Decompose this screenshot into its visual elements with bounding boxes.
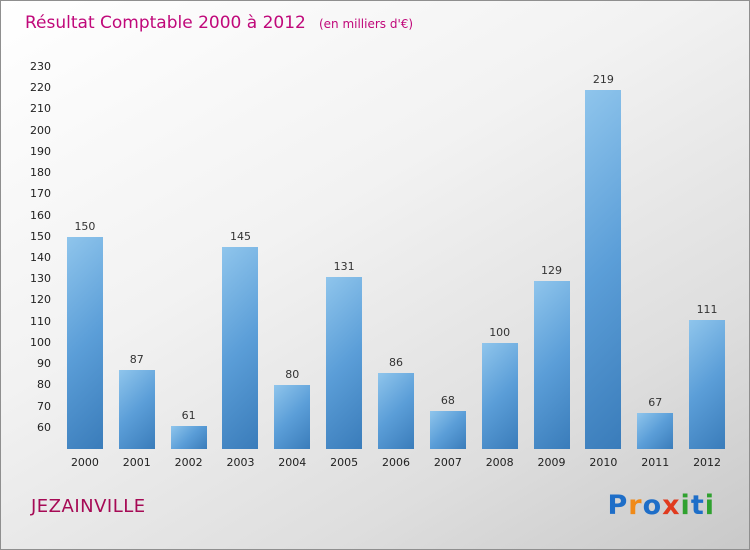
logo-letter: i — [704, 490, 715, 521]
y-axis-tick-label: 200 — [30, 123, 51, 137]
x-axis-tick-label: 2008 — [485, 456, 514, 469]
bar-2007 — [429, 410, 466, 449]
bar-value-label: 67 — [648, 395, 663, 409]
y-axis-tick-label: 230 — [30, 60, 51, 73]
logo-letter: x — [662, 490, 681, 521]
bar-2011 — [637, 412, 674, 449]
x-axis-tick-label: 2011 — [641, 456, 670, 469]
bar-2010 — [585, 90, 622, 449]
bar-value-label: 219 — [592, 73, 614, 87]
y-axis-tick-label: 210 — [30, 102, 51, 116]
y-axis-tick-label: 180 — [30, 166, 51, 180]
bar-value-label: 129 — [541, 264, 563, 278]
y-axis-tick-label: 100 — [30, 335, 51, 349]
bar-2000 — [66, 236, 103, 449]
bar-value-label: 111 — [696, 302, 718, 316]
logo-letter: o — [642, 490, 663, 521]
bar-2001 — [118, 370, 155, 449]
x-axis-tick-label: 2012 — [693, 456, 722, 469]
bar-2006 — [378, 372, 414, 449]
y-axis-tick-label: 190 — [30, 144, 51, 158]
bar-2004 — [274, 385, 311, 449]
commune-name: JEZAINVILLE — [31, 496, 146, 517]
x-axis-tick-label: 2006 — [382, 456, 410, 469]
bar-value-label: 68 — [440, 393, 455, 407]
x-axis-tick-label: 2009 — [537, 456, 566, 469]
y-axis-tick-label: 220 — [30, 81, 51, 95]
x-axis-tick-label: 2001 — [122, 456, 151, 469]
x-axis-tick-label: 2004 — [278, 456, 307, 469]
y-axis-tick-label: 70 — [37, 399, 51, 413]
chart-title: Résultat Comptable 2000 à 2012 — [25, 13, 306, 33]
x-axis-tick-label: 2007 — [433, 456, 462, 469]
y-axis-tick-label: 150 — [30, 229, 51, 243]
bar-2002 — [170, 425, 207, 449]
x-axis-tick-label: 2000 — [70, 456, 99, 469]
x-axis-tick-label: 2002 — [174, 456, 203, 469]
x-axis-tick-label: 2003 — [226, 456, 255, 469]
bar-value-label: 100 — [489, 325, 511, 339]
bar-2003 — [222, 247, 259, 449]
bar-2012 — [689, 319, 726, 449]
y-axis-tick-label: 160 — [30, 208, 51, 222]
y-axis-tick-label: 120 — [30, 293, 51, 307]
logo-letter: i — [680, 490, 691, 521]
y-axis-tick-label: 90 — [37, 357, 51, 371]
y-axis-tick-label: 140 — [30, 251, 51, 264]
chart-header: Résultat Comptable 2000 à 2012 (en milli… — [25, 13, 413, 33]
bar-value-label: 61 — [181, 408, 196, 422]
logo-letter: r — [628, 490, 643, 521]
bar-value-label: 86 — [389, 355, 403, 369]
y-axis-tick-label: 170 — [30, 187, 51, 201]
logo-letter: P — [607, 490, 629, 521]
bar-2005 — [326, 277, 363, 449]
y-axis-tick-label: 110 — [30, 314, 51, 328]
bar-2009 — [533, 281, 570, 449]
bar-2008 — [481, 342, 518, 449]
bar-value-label: 150 — [74, 219, 96, 233]
proxiti-logo: Proxiti — [607, 490, 715, 521]
y-axis-tick-label: 130 — [30, 272, 51, 286]
logo-letter: t — [690, 490, 705, 521]
bar-value-label: 131 — [333, 260, 355, 274]
bar-value-label: 80 — [285, 368, 300, 382]
chart-subtitle: (en milliers d'€) — [318, 17, 414, 31]
bar-value-label: 87 — [129, 353, 144, 367]
plot-area: 60 70 80 90 100 110 120 130 140 150 160 170 180 190 20… — [30, 60, 733, 469]
y-axis-tick-label: 60 — [37, 420, 51, 434]
x-axis-tick-label: 2010 — [589, 456, 618, 469]
x-axis-tick-label: 2005 — [330, 456, 359, 469]
bar-value-label: 145 — [229, 230, 251, 244]
y-axis-tick-label: 80 — [37, 378, 51, 392]
